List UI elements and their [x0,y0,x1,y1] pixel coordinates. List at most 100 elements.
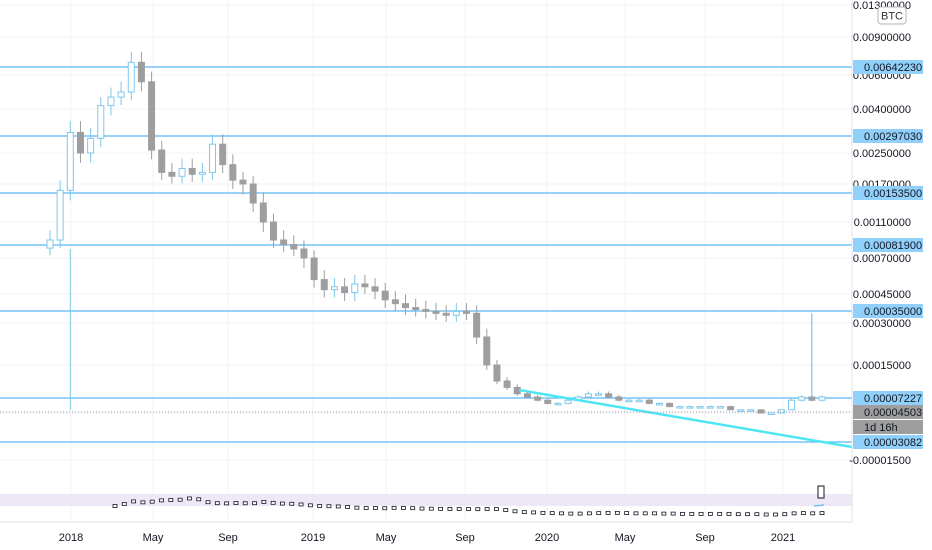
indicator-mark [810,511,816,516]
indicator-mark [689,511,695,516]
indicator-mark [661,511,667,516]
candle-body [706,406,714,409]
indicator-mark [280,501,285,506]
candle-body [483,336,491,366]
indicator-mark [531,510,537,515]
indicator-mark [466,507,471,511]
candle-body [249,183,257,204]
indicator-mark [503,508,509,512]
indicator-mark [159,498,164,503]
indicator-mark [261,500,267,504]
candle-body [462,310,470,314]
x-tick-label: May [143,532,164,544]
time-axis[interactable]: 2018 May Sep 2019 May Sep 2020 May Sep 2021 [59,532,795,544]
y-tick-label: 0.00015000 [853,360,911,372]
candle-body [158,149,166,173]
indicator-mark [642,511,648,516]
currency-badge-label: BTC [881,11,903,23]
indicator-mark [763,512,769,517]
candle-body [371,286,379,292]
indicator-mark [391,505,397,510]
candle-body [412,307,420,310]
indicator-mark [196,497,202,502]
indicator-signal [813,504,825,507]
x-tick-label: 2019 [301,532,325,544]
candle-body [452,310,460,316]
indicator-mark [614,510,620,515]
indicator-mark [670,511,676,516]
y-tick-label: 0.00900000 [853,32,911,44]
indicator-mark [214,501,220,506]
candle-body [432,310,440,314]
indicator-mark [819,511,825,516]
price-mark-label: 0.00153500 [864,188,922,200]
indicator-mark [233,501,239,505]
indicator-mark [400,506,406,510]
x-tick-label: May [376,532,397,544]
indicator-mark [559,511,564,516]
candle-body [259,202,267,223]
indicator-mark [577,511,583,516]
indicator-mark [419,506,425,511]
x-tick-label: 2021 [771,532,795,544]
candle-body [493,364,501,382]
candle-body [625,399,633,403]
candle-body [137,61,145,83]
candle-body [798,396,806,401]
indicator-mark [726,511,732,516]
candle-body [615,396,623,401]
candle-body [534,396,542,401]
price-mark-label: 0.00081900 [864,240,922,252]
indicator-mark [335,504,341,509]
x-tick-label: Sep [455,532,475,544]
price-mark-label: 0.00642230 [864,62,922,74]
x-tick-label: 2020 [535,532,559,544]
indicator-mark [270,500,276,505]
candle-body [554,402,562,406]
price-mark-label: 0.00004503 [864,407,922,419]
indicator-mark [121,502,127,506]
candle-body [269,221,277,241]
y-tick-label: 0.00045000 [853,289,911,301]
indicator-mark [373,506,378,510]
candle-body [330,286,338,291]
horizontal-levels [0,66,852,443]
candle-body [361,283,369,288]
candle-body [300,248,308,259]
candle-body [777,409,785,414]
indicator-mark [317,504,323,508]
indicator-mark [140,500,146,505]
y-tick-label: -0.00001500 [849,455,911,467]
candle-body [716,406,724,409]
candle-body [635,399,643,403]
x-tick-label: May [615,532,636,544]
candle-body [747,409,755,412]
indicator-mark [484,507,490,511]
indicator-mark [112,504,118,508]
indicator-mark [177,497,183,502]
candle-body [168,171,176,177]
candle-body [523,393,531,398]
trendline[interactable] [518,388,853,449]
candle-body [402,303,410,309]
candle-body [595,393,603,396]
candle-body [107,96,115,107]
candle-body [97,105,105,139]
indicator-mark [605,510,611,515]
indicator-mark [800,511,806,516]
candle-body [645,399,653,404]
indicator-mark [680,511,685,516]
indicator-mark [307,503,313,508]
candle-body [188,168,196,175]
candle-body [46,239,54,249]
indicator-mark [326,504,332,509]
candle-body [178,168,186,177]
price-mark-label: 0.00007227 [864,393,922,405]
indicator-mark [587,511,592,516]
candle-body [290,244,298,250]
indicator-mark [456,507,462,511]
indicator-mark [289,501,295,506]
indicator-series [112,485,825,517]
candle-body [127,61,135,93]
